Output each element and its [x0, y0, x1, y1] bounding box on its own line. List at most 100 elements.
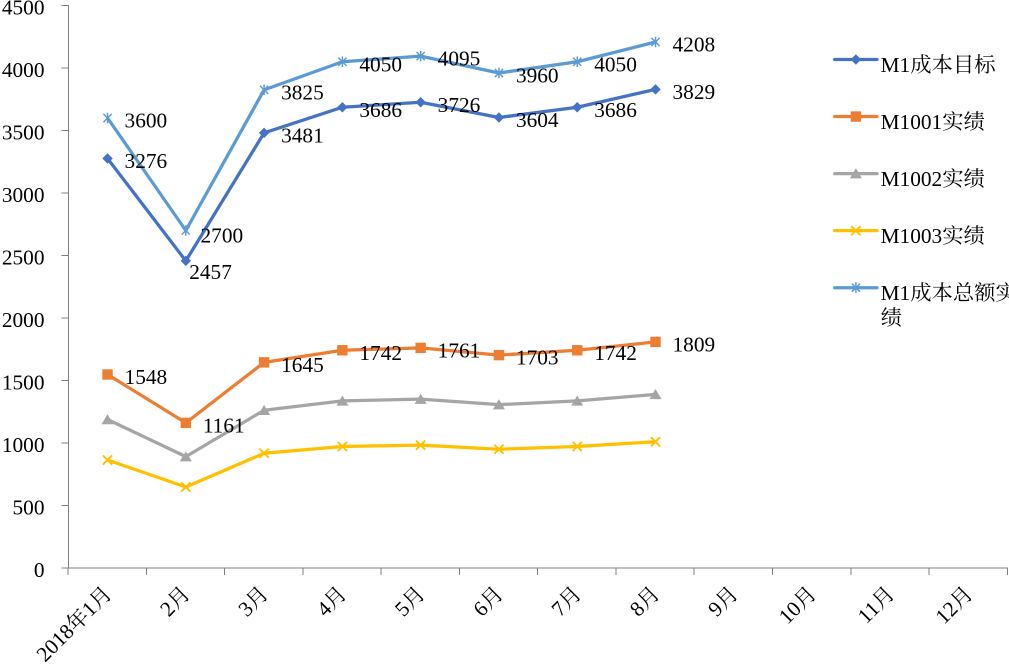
data-label: 4050 [359, 52, 402, 76]
data-label: 4208 [673, 33, 716, 57]
series-line-1 [105, 340, 658, 425]
data-label: 1548 [125, 365, 168, 389]
data-label: 1161 [203, 413, 245, 437]
data-label: 1703 [516, 346, 559, 370]
marker-triangle [492, 399, 505, 410]
marker-triangle [258, 404, 271, 416]
legend-item: M1001实绩 [833, 110, 985, 134]
marker-diamond [415, 97, 426, 108]
legend-item-label: M1成本总额实 [881, 281, 1009, 305]
marker-square [650, 336, 661, 348]
marker-diamond [493, 112, 505, 123]
legend-item-label: 绩 [881, 306, 902, 330]
marker-x [493, 443, 505, 455]
x-axis-category-label: 3月 [234, 582, 274, 622]
data-label: 3960 [516, 64, 559, 88]
data-label: 3604 [516, 108, 559, 132]
marker-triangle [101, 414, 114, 425]
marker-x [180, 481, 192, 493]
legend-item-label: M1001实绩 [881, 110, 985, 134]
data-label: 1809 [673, 332, 716, 356]
data-label: 3600 [125, 109, 168, 133]
x-axis-category-label: 10月 [774, 582, 821, 629]
marker-diamond [337, 102, 348, 113]
marker-star [494, 67, 504, 79]
marker-square [180, 417, 192, 429]
x-axis-labels-group: 2018年1月 2月 3月 4月 5月 6月 7月 8月 9月 10月 11月 12月 [32, 582, 978, 667]
data-label: 1761 [438, 338, 481, 362]
marker-x [337, 441, 348, 452]
marker-star [337, 56, 347, 68]
series-line-2 [105, 392, 658, 459]
x-axis-category-label: 2月 [155, 582, 195, 622]
legend-item-label: M1002实绩 [881, 167, 985, 191]
data-label: 4050 [594, 52, 637, 76]
legend-item: M1003实绩 [833, 224, 985, 248]
marker-star [851, 282, 861, 293]
data-label: 3686 [359, 98, 402, 122]
marker-star [572, 56, 582, 68]
series-markers-group [101, 36, 662, 493]
x-axis-category-label: 8月 [625, 582, 665, 622]
data-label: 1742 [359, 341, 402, 365]
data-label: 2700 [201, 224, 244, 248]
data-label: 2457 [189, 260, 232, 284]
x-axis-category-label: 11月 [853, 582, 900, 629]
y-axis-tick-label: 4500 [2, 0, 45, 20]
marker-square [493, 349, 505, 361]
legend-item-label: M1003实绩 [881, 224, 985, 248]
marker-square [572, 345, 583, 356]
marker-star [650, 36, 661, 48]
series-lines-group [105, 40, 658, 489]
marker-x [415, 439, 426, 451]
marker-x [102, 454, 113, 466]
y-axis-tick-label: 3500 [2, 121, 45, 145]
data-label: 3686 [594, 98, 637, 122]
marker-star [102, 112, 113, 124]
data-label: 3825 [281, 80, 324, 104]
y-axis-tick-label: 2500 [2, 246, 45, 270]
data-label: 3829 [673, 80, 716, 104]
marker-x [571, 441, 583, 452]
data-labels-group: 3276 2457 3481 3686 3726 3604 3686 3829 1548 1161… [125, 33, 716, 438]
x-axis-category-label: 2018年1月 [32, 582, 117, 662]
marker-square [850, 111, 862, 122]
series-line-3 [105, 440, 658, 489]
x-axis-category-label: 6月 [468, 582, 508, 622]
marker-x [258, 447, 270, 459]
marker-diamond [650, 84, 661, 95]
data-label: 1645 [281, 353, 324, 377]
marker-triangle [571, 395, 584, 406]
data-label: 4095 [438, 47, 481, 71]
marker-triangle [649, 388, 662, 400]
y-axis-tick-label: 3000 [2, 183, 45, 207]
marker-star [259, 84, 269, 96]
legend-item: M1成本目标 [833, 53, 997, 77]
marker-triangle [414, 393, 427, 404]
data-label: 1742 [594, 341, 637, 365]
marker-triangle [336, 395, 349, 406]
legend-item-label: M1成本目标 [881, 53, 997, 77]
marker-square [258, 357, 270, 368]
y-axis-labels-group: 4500 4000 3500 3000 2500 2000 1500 1000 500 0 [2, 0, 45, 582]
series-line-4 [105, 40, 658, 233]
x-axis-category-label: 9月 [703, 582, 743, 622]
marker-star [181, 225, 191, 236]
marker-square [415, 342, 426, 354]
y-axis-tick-label: 500 [13, 496, 45, 520]
x-axis-category-label: 7月 [547, 582, 587, 622]
marker-star [416, 50, 426, 62]
marker-triangle [849, 168, 862, 179]
x-axis-category-label: 5月 [390, 582, 430, 622]
marker-diamond [180, 255, 192, 267]
y-axis-tick-label: 4000 [2, 58, 45, 82]
marker-diamond [102, 153, 113, 164]
y-axis-tick-label: 0 [34, 558, 45, 582]
y-axis-tick-label: 1500 [2, 371, 45, 395]
y-axis-tick-label: 1000 [2, 433, 45, 457]
series-line-0 [105, 87, 658, 263]
